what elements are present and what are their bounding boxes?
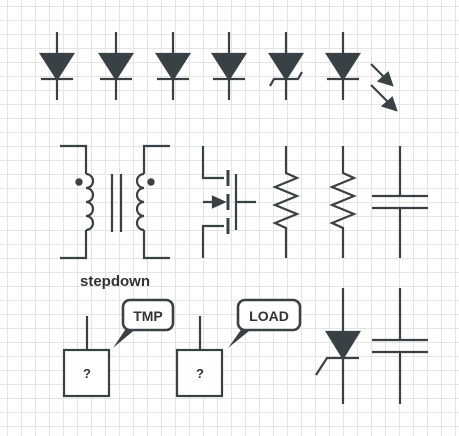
capacitor-icon[interactable] [372,288,428,404]
diode-icon[interactable] [155,30,191,102]
box-label: ? [83,366,91,381]
transformer-label: stepdown [80,273,150,290]
callout-bubble[interactable] [113,298,175,348]
diode-icon[interactable] [39,30,75,102]
light-arrows-icon[interactable] [370,63,398,112]
resistor-icon[interactable] [329,146,357,258]
capacitor-icon[interactable] [372,146,428,258]
zener-diode-icon[interactable] [267,32,305,100]
resistor-icon[interactable] [272,146,300,258]
unknown-component-icon[interactable] [175,316,224,398]
callout-bubble[interactable] [228,298,302,348]
diode-icon[interactable] [211,30,247,102]
transformer-icon[interactable] [60,144,170,260]
mosfet-icon[interactable] [201,146,256,258]
unknown-component-icon[interactable] [62,316,111,398]
diode-icon[interactable] [98,30,134,102]
callout-label-tmp: TMP [133,308,163,324]
zener-diode-icon[interactable] [315,288,361,404]
callout-label-load: LOAD [249,308,289,324]
box-label: ? [196,366,204,381]
diode-icon[interactable] [325,30,361,102]
